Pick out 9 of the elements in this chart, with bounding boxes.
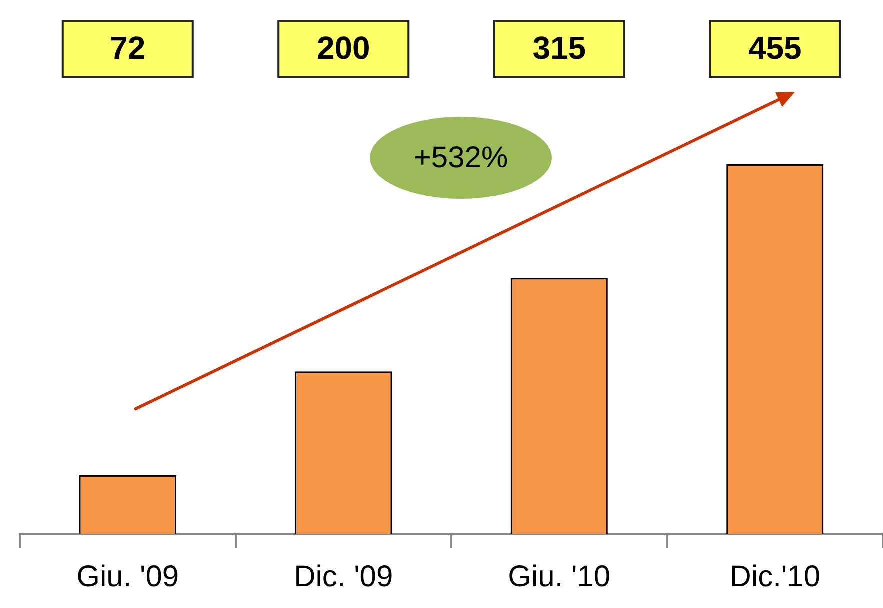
x-tick-label: Giu. '10	[508, 560, 611, 594]
data-label: 315	[532, 30, 586, 66]
data-label: 72	[110, 30, 146, 66]
annotation: +532%	[414, 141, 508, 174]
data-label: 455	[748, 30, 802, 66]
x-tick-label: Dic. '09	[294, 560, 394, 594]
x-tick-label: Giu. '09	[76, 560, 180, 594]
x-tick-label: Dic.'10	[730, 560, 821, 594]
data-label: 200	[316, 30, 370, 66]
